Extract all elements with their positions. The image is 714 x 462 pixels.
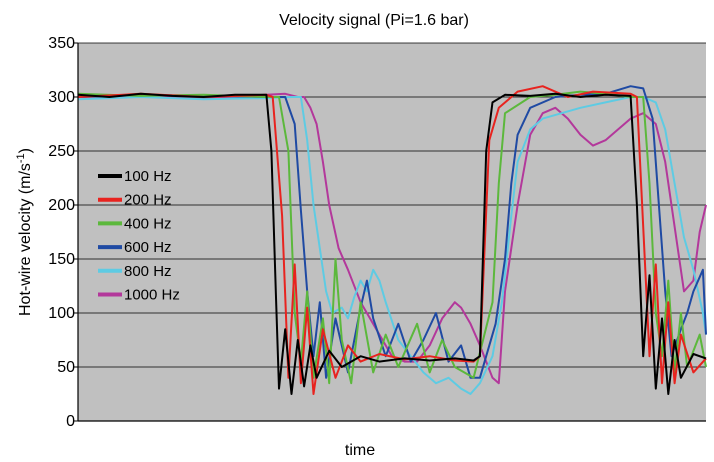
y-axis-label-main: Hot-wire velocity (m/s bbox=[17, 163, 34, 316]
legend-label: 600 Hz bbox=[124, 239, 172, 256]
y-tick-label: 250 bbox=[48, 143, 75, 160]
legend-label: 100 Hz bbox=[124, 168, 172, 185]
series-line-100-hz bbox=[77, 92, 707, 395]
y-tick-label: 150 bbox=[48, 251, 75, 268]
series-group bbox=[77, 85, 707, 395]
y-tick-label: 0 bbox=[66, 413, 75, 430]
chart-title: Velocity signal (Pi=1.6 bar) bbox=[279, 12, 469, 29]
legend-label: 200 Hz bbox=[124, 192, 172, 209]
x-axis-label: time bbox=[345, 442, 375, 459]
y-tick-label: 350 bbox=[48, 35, 75, 52]
y-ticks: 0 50 100 150 200 250 300 350 bbox=[48, 35, 78, 430]
plot-area bbox=[78, 43, 706, 421]
legend-label: 800 Hz bbox=[124, 263, 172, 280]
legend-label: 1000 Hz bbox=[124, 287, 180, 304]
y-tick-label: 300 bbox=[48, 89, 75, 106]
legend-label: 400 Hz bbox=[124, 215, 172, 232]
legend: 100 Hz 200 Hz 400 Hz 600 Hz 800 Hz 1000 Hz bbox=[98, 168, 180, 304]
y-axis-label-close: ) bbox=[17, 148, 34, 153]
y-tick-label: 200 bbox=[48, 197, 75, 214]
y-axis-label: Hot-wire velocity (m/s-1) bbox=[15, 148, 34, 316]
y-tick-label: 50 bbox=[57, 359, 75, 376]
series-line-200-hz bbox=[77, 85, 707, 395]
y-tick-label: 100 bbox=[48, 305, 75, 322]
y-axis-label-superscript: -1 bbox=[15, 153, 27, 163]
